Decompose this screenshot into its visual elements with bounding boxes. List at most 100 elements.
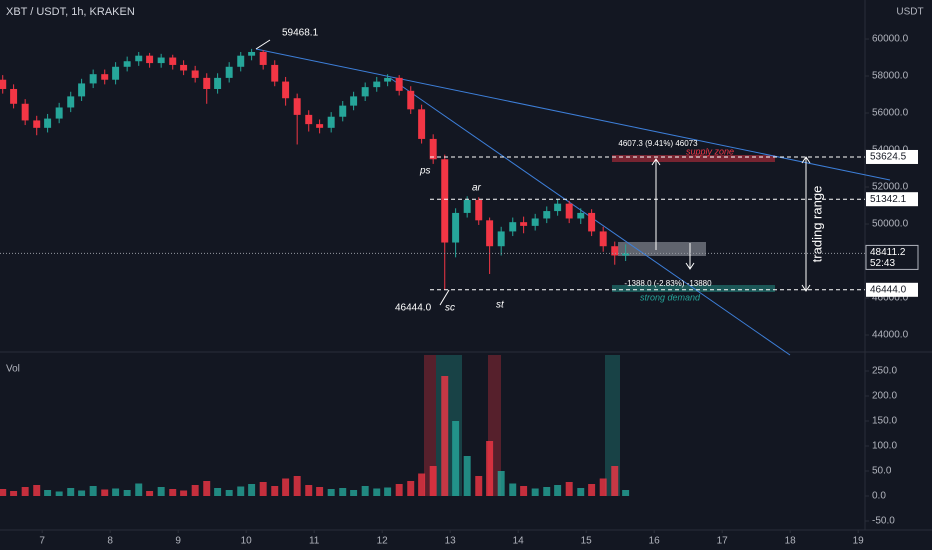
candle-body <box>588 212 596 232</box>
volume-bar <box>305 485 313 496</box>
candle-body <box>429 138 437 160</box>
candle-body <box>395 77 403 91</box>
volume-bar <box>407 481 415 496</box>
volume-bar <box>237 486 245 496</box>
annotation: strong demand <box>640 292 701 302</box>
vol-tick-label: 50.0 <box>872 466 892 477</box>
volume-bar <box>452 421 460 496</box>
candle-body <box>180 64 188 71</box>
volume-bar <box>418 473 426 496</box>
volume-bar <box>203 481 211 496</box>
volume-bar <box>588 484 596 496</box>
y-tick-label: 52000.0 <box>872 182 909 193</box>
x-tick-label: 9 <box>175 536 181 547</box>
vol-tick-label: 150.0 <box>872 416 897 427</box>
x-tick-label: 8 <box>107 536 113 547</box>
candle-body <box>463 199 471 213</box>
x-tick-label: 17 <box>717 536 729 547</box>
vol-highlight <box>424 355 436 496</box>
volume-bar <box>271 486 279 496</box>
volume-bar <box>475 476 483 496</box>
volume-bar <box>554 485 562 496</box>
candle-body <box>112 66 120 80</box>
candle-body <box>565 203 573 219</box>
candle-body <box>157 57 165 64</box>
candle-body <box>33 120 41 128</box>
volume-bar <box>180 490 188 496</box>
candle-body <box>21 103 29 121</box>
volume-bar <box>350 490 358 496</box>
candle-body <box>248 51 256 56</box>
candle-body <box>350 96 358 106</box>
candle-body <box>225 66 233 78</box>
volume-bar <box>384 487 392 496</box>
candle-body <box>44 118 52 128</box>
volume-bar <box>520 486 528 496</box>
volume-bar <box>89 486 97 496</box>
volume-bar <box>67 488 75 496</box>
volume-bar <box>123 490 131 496</box>
candle-body <box>509 222 517 232</box>
x-tick-label: 15 <box>581 536 593 547</box>
chart-title: XBT / USDT, 1h, KRAKEN <box>6 6 135 18</box>
level-label-box <box>866 192 918 207</box>
x-tick-label: 14 <box>513 536 525 547</box>
volume-bar <box>169 489 177 496</box>
volume-label: Vol <box>6 364 20 375</box>
arrow-head <box>651 158 661 166</box>
volume-bar <box>33 485 41 496</box>
volume-bar <box>259 482 267 496</box>
y-tick-label: 44000.0 <box>872 330 909 341</box>
volume-bar <box>373 488 381 496</box>
candle-body <box>0 79 7 89</box>
candle-body <box>316 124 324 128</box>
level-label-box <box>866 282 918 297</box>
candle-body <box>543 211 551 219</box>
annotation: sc <box>445 303 455 314</box>
volume-bar <box>191 485 199 496</box>
y-tick-label: 58000.0 <box>872 71 909 82</box>
volume-bar <box>599 478 607 496</box>
volume-bar <box>509 483 517 496</box>
candle-body <box>259 51 267 65</box>
candle-body <box>407 90 415 110</box>
candle-body <box>441 159 449 243</box>
volume-bar <box>441 376 449 496</box>
level-label-box <box>866 149 918 164</box>
candle-body <box>373 81 381 88</box>
volume-bar <box>21 487 29 496</box>
callout-line <box>255 39 271 50</box>
y-tick-label: 50000.0 <box>872 219 909 230</box>
candle-body <box>452 212 460 243</box>
volume-bar <box>135 483 143 496</box>
vol-tick-label: 0.0 <box>872 491 886 502</box>
candle-body <box>89 74 97 84</box>
volume-bar <box>248 484 256 496</box>
x-tick-label: 13 <box>445 536 457 547</box>
volume-bar <box>565 482 573 496</box>
candle-body <box>520 222 528 226</box>
vol-highlight <box>605 355 620 496</box>
last-price-label: 48411.2 <box>870 247 906 258</box>
volume-bar <box>214 488 222 496</box>
annotation: 59468.1 <box>282 28 319 39</box>
candle-body <box>418 109 426 139</box>
candle-body <box>10 88 18 104</box>
volume-bar <box>146 491 154 496</box>
candle-body <box>611 246 619 256</box>
candle-body <box>293 98 301 115</box>
supply-zone <box>612 155 775 162</box>
arrow-head <box>685 262 695 270</box>
level-label: 53624.5 <box>870 152 907 163</box>
volume-bar <box>531 488 539 496</box>
candle-body <box>123 61 131 67</box>
volume-bar <box>78 490 86 496</box>
arrow-head <box>801 156 811 292</box>
x-tick-label: 10 <box>241 536 253 547</box>
annotation: supply zone <box>686 146 734 156</box>
volume-bar <box>577 488 585 496</box>
volume-bar <box>55 491 63 496</box>
volume-bar <box>463 456 471 496</box>
y-tick-label: 56000.0 <box>872 108 909 119</box>
